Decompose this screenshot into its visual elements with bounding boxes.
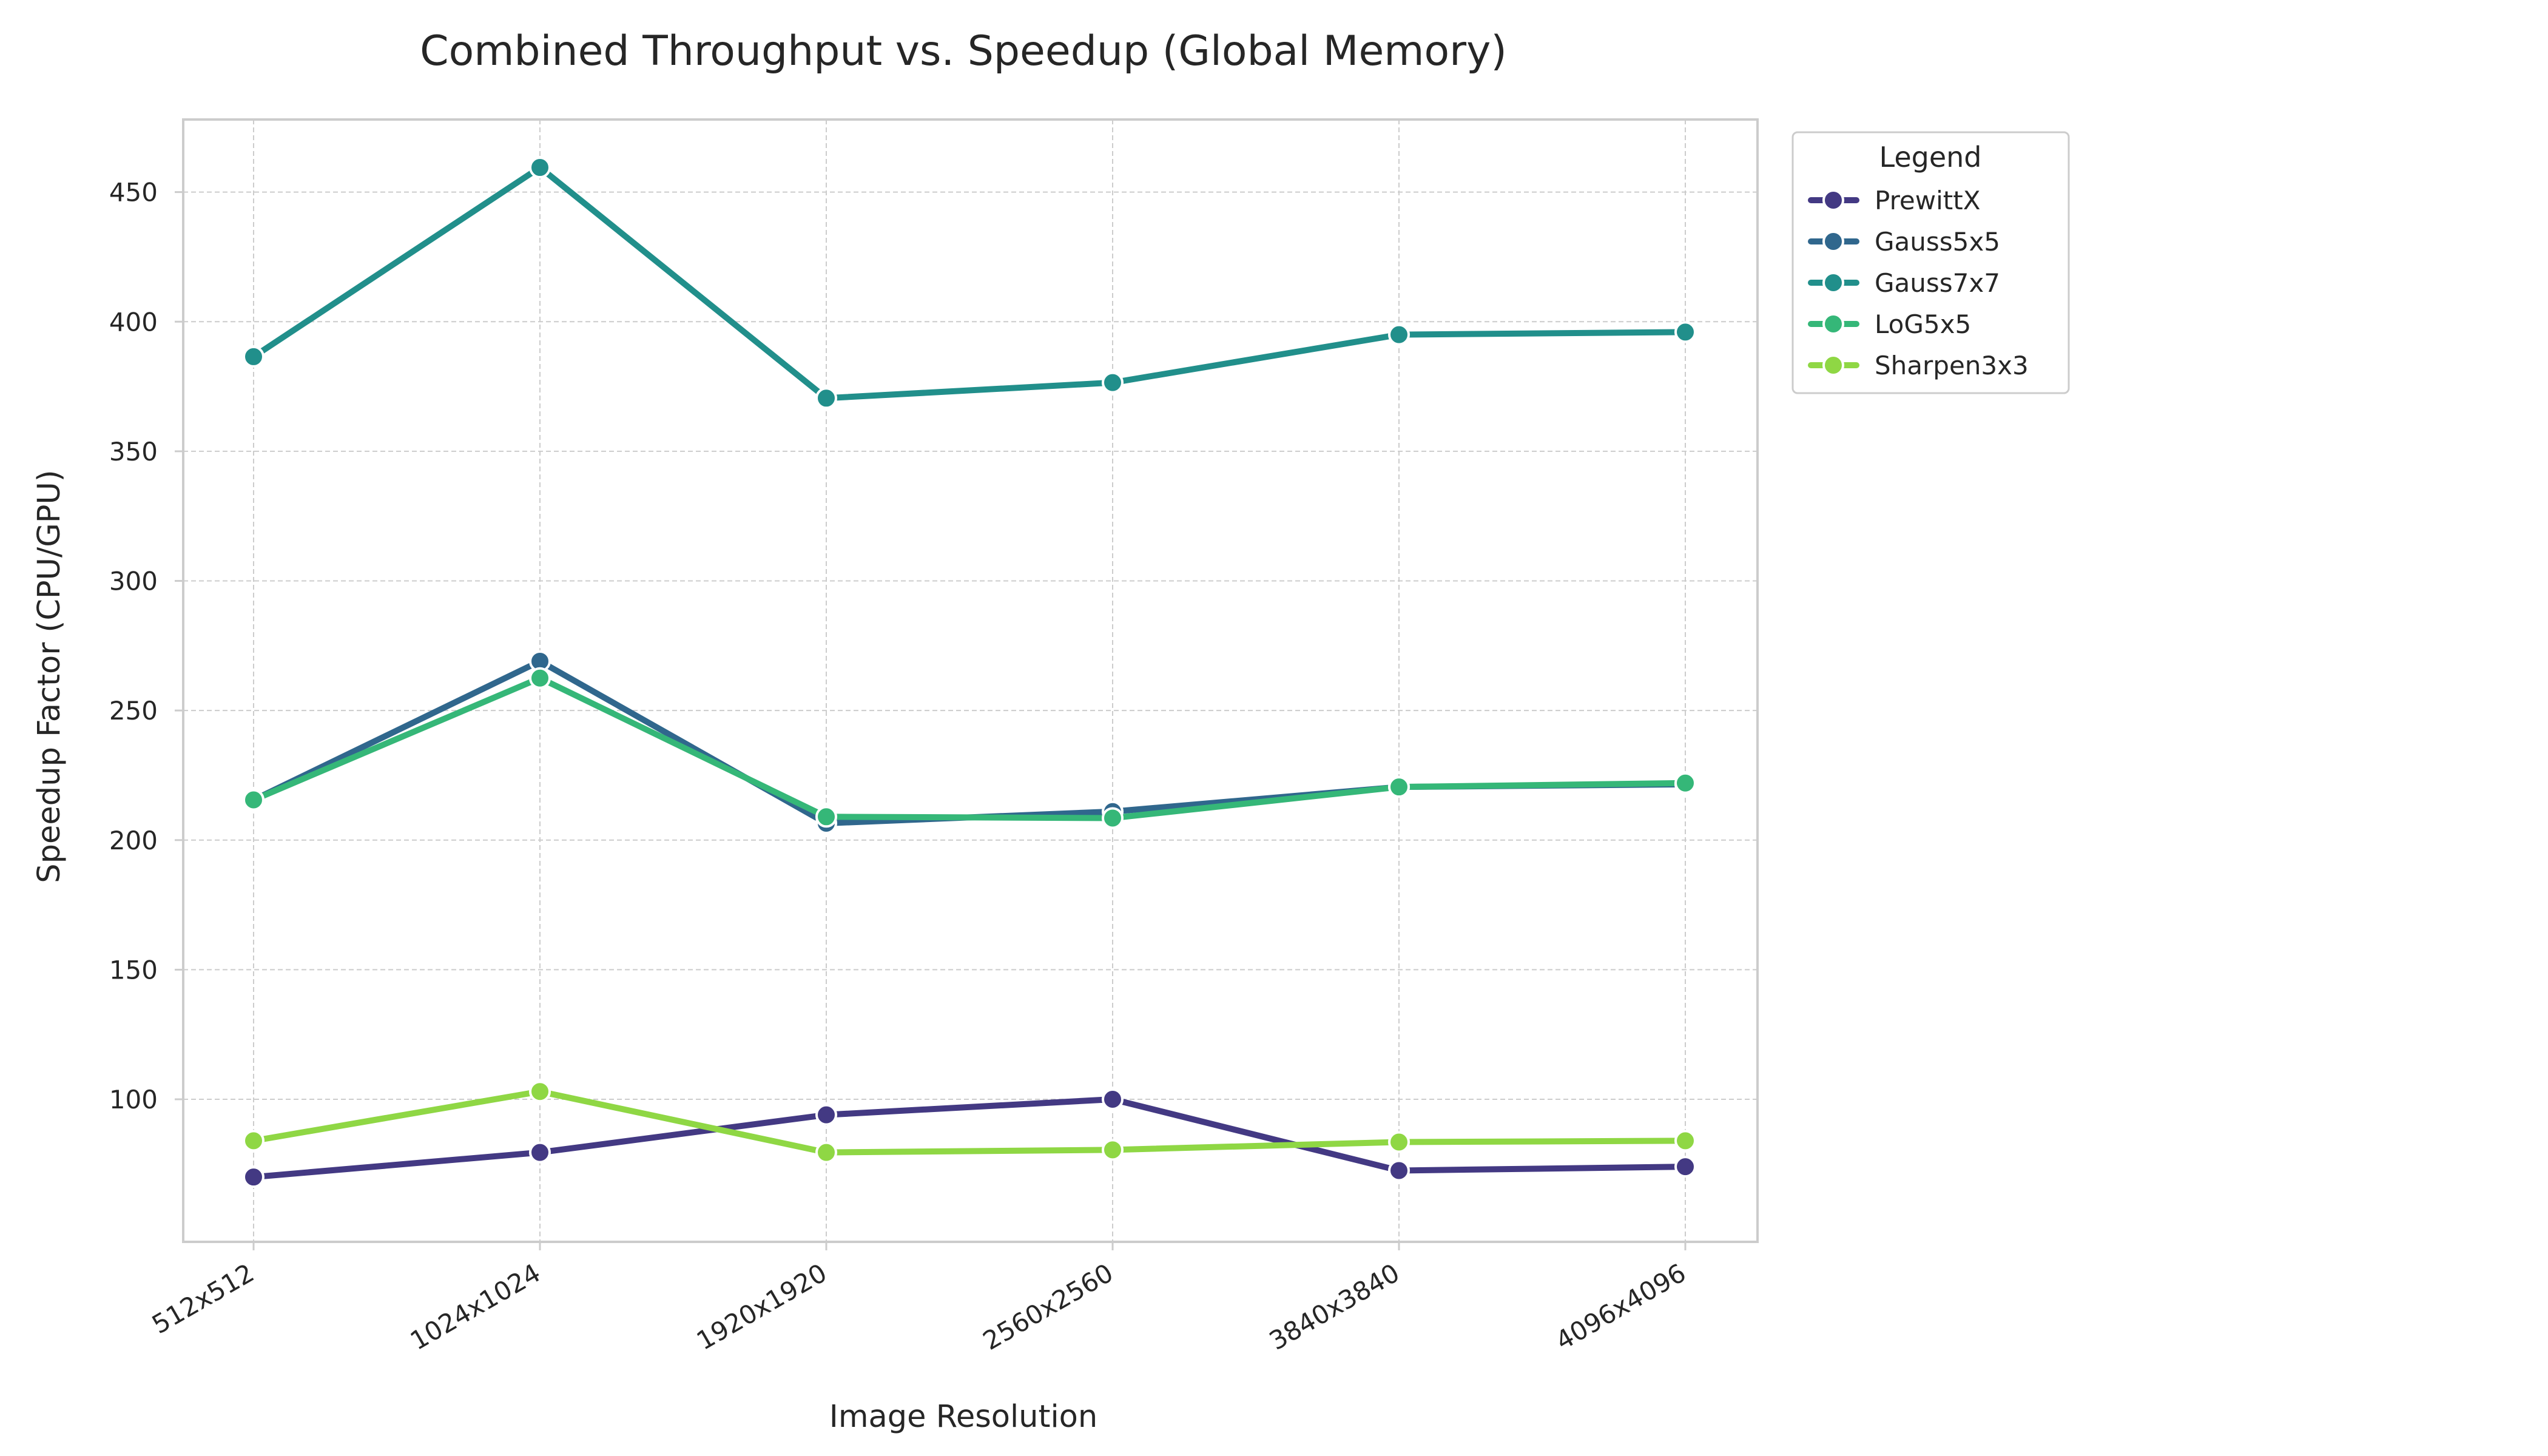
x-tick-label: 3840x3840 <box>1264 1258 1404 1356</box>
plot-area-frame <box>182 118 1759 1243</box>
legend-marker <box>1822 231 1844 252</box>
y-axis-ticks: 100 150 200 250 300 350 400 450 <box>109 178 183 1114</box>
data-point-sharpen3x3 <box>1102 1139 1124 1161</box>
series-line-log5x5 <box>251 675 1688 821</box>
data-point-prewittx <box>1674 1156 1696 1178</box>
data-point-log5x5 <box>529 667 551 689</box>
legend: Legend PrewittX Gauss5x5 Gauss7x7 LoG5x5 Sha… <box>1791 131 2070 394</box>
y-tick-label: 450 <box>109 178 158 207</box>
data-point-gauss7x7 <box>529 157 551 179</box>
x-tick-label: 512x512 <box>147 1258 259 1340</box>
y-axis-label: Speedup Factor (CPU/GPU) <box>32 470 67 883</box>
y-tick-label: 150 <box>109 955 158 985</box>
data-point-log5x5 <box>1388 776 1410 798</box>
data-point-log5x5 <box>1674 772 1696 794</box>
x-tick-label: 2560x2560 <box>978 1258 1118 1356</box>
legend-marker <box>1822 313 1844 335</box>
y-tick-label: 100 <box>109 1085 158 1114</box>
legend-title: Legend <box>1879 141 1982 174</box>
data-point-prewittx <box>815 1104 837 1126</box>
data-points <box>243 157 1696 1188</box>
y-tick-label: 350 <box>109 437 158 467</box>
data-point-prewittx <box>1102 1088 1124 1111</box>
data-point-log5x5 <box>815 806 837 828</box>
data-point-sharpen3x3 <box>1674 1130 1696 1152</box>
data-point-log5x5 <box>243 789 265 811</box>
data-point-gauss7x7 <box>815 387 837 410</box>
data-point-prewittx <box>243 1166 265 1188</box>
data-point-gauss7x7 <box>243 345 265 368</box>
y-tick-label: 300 <box>109 567 158 596</box>
legend-label-gauss5x5: Gauss5x5 <box>1875 227 2000 257</box>
data-point-prewittx <box>1388 1159 1410 1182</box>
legend-label-prewittx: PrewittX <box>1875 186 1981 215</box>
data-point-sharpen3x3 <box>815 1141 837 1164</box>
x-axis-ticks: 512x512 1024x1024 1920x1920 2560x2560 3840x3… <box>147 1242 1691 1356</box>
x-tick-label: 1024x1024 <box>405 1258 545 1356</box>
x-axis-label: Image Resolution <box>829 1399 1097 1435</box>
x-tick-label: 4096x4096 <box>1551 1258 1691 1356</box>
data-point-gauss7x7 <box>1388 323 1410 346</box>
series-line-gauss7x7 <box>251 164 1688 402</box>
series-lines <box>251 164 1688 1181</box>
y-tick-label: 400 <box>109 307 158 337</box>
data-point-gauss7x7 <box>1674 321 1696 343</box>
data-point-gauss7x7 <box>1102 371 1124 394</box>
data-point-sharpen3x3 <box>529 1080 551 1103</box>
y-tick-label: 200 <box>109 826 158 855</box>
data-point-prewittx <box>529 1141 551 1164</box>
series-line-prewittx <box>251 1096 1688 1181</box>
legend-label-log5x5: LoG5x5 <box>1875 309 1971 339</box>
legend-marker <box>1822 189 1844 211</box>
series-line-sharpen3x3 <box>251 1088 1688 1156</box>
grid <box>183 120 1758 1242</box>
y-tick-label: 250 <box>109 696 158 726</box>
legend-marker <box>1822 354 1844 376</box>
legend-label-sharpen3x3: Sharpen3x3 <box>1875 351 2029 380</box>
data-point-sharpen3x3 <box>243 1130 265 1152</box>
legend-box <box>1791 131 2070 394</box>
legend-marker <box>1822 272 1844 294</box>
data-point-sharpen3x3 <box>1388 1131 1410 1153</box>
legend-items: PrewittX Gauss5x5 Gauss7x7 LoG5x5 Sharpen3x3 <box>1808 186 2029 380</box>
x-tick-label: 1920x1920 <box>692 1258 832 1356</box>
series-line-gauss5x5 <box>251 658 1688 826</box>
data-point-log5x5 <box>1102 807 1124 829</box>
legend-label-gauss7x7: Gauss7x7 <box>1875 268 2000 298</box>
chart-title: Combined Throughput vs. Speedup (Global … <box>420 27 1507 75</box>
